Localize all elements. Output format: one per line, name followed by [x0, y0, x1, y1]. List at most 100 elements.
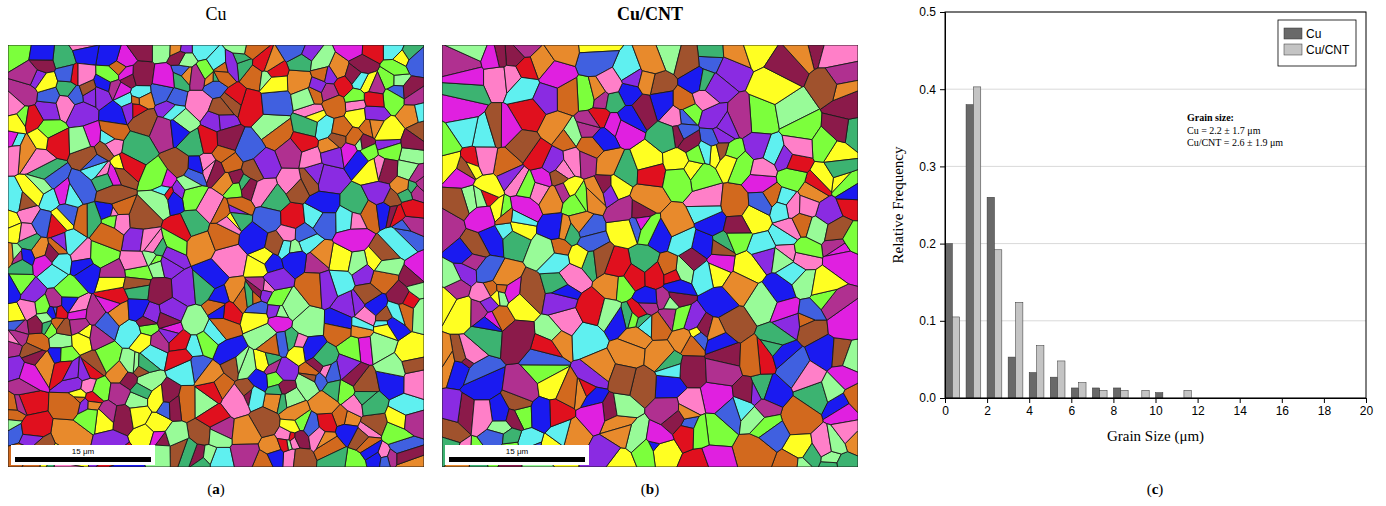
grain [351, 158, 378, 185]
grain [783, 45, 814, 74]
bar [945, 244, 952, 398]
x-tick-mark [1029, 398, 1030, 403]
grain [506, 409, 524, 431]
grain [563, 147, 581, 177]
grain [513, 45, 542, 57]
grain [62, 297, 79, 313]
figure: Cu15 μm(a)Cu/CNT15 μm(b)0.00.10.20.30.40… [0, 0, 1386, 506]
x-tick-mark [945, 398, 946, 403]
grain [402, 357, 424, 374]
grain [598, 298, 622, 331]
bar [1142, 390, 1149, 398]
grain [387, 301, 405, 325]
bar [966, 105, 973, 398]
grain [332, 45, 362, 61]
grain [168, 192, 184, 216]
grain [800, 195, 820, 217]
bar [1113, 388, 1120, 398]
grain [294, 273, 322, 309]
grain [265, 384, 282, 394]
grain [305, 358, 323, 373]
grain [21, 248, 35, 265]
grain [531, 396, 550, 433]
x-tick: 12 [1191, 398, 1205, 418]
x-tick: 14 [1234, 398, 1248, 418]
grain [313, 213, 336, 240]
grain [94, 277, 125, 292]
grid-line [945, 320, 1366, 321]
bar [987, 197, 994, 398]
grain [298, 373, 316, 382]
grain [122, 103, 133, 125]
grain [444, 45, 487, 61]
grain [322, 380, 340, 402]
grain [353, 283, 382, 304]
grain [707, 317, 725, 341]
grain [672, 426, 693, 454]
x-tick-mark [1071, 398, 1072, 403]
grain [124, 285, 149, 300]
scale-bar-background [11, 445, 155, 465]
grain [579, 378, 597, 396]
grain [326, 361, 341, 383]
grain [404, 370, 424, 400]
panel-label: (b) [641, 481, 659, 498]
grain [68, 168, 96, 204]
grain [95, 296, 121, 313]
annotation: Grain size:Cu = 2.2 ± 1.7 μmCu/CNT = 2.6… [1187, 112, 1283, 148]
x-tick-label: 20 [1360, 404, 1374, 418]
x-tick: 10 [1149, 398, 1163, 418]
grain [263, 268, 295, 290]
bar [1037, 346, 1044, 398]
grain [159, 328, 179, 343]
grain [290, 132, 318, 152]
bar [952, 317, 959, 398]
grain [631, 439, 655, 467]
grain [332, 229, 376, 252]
grain [133, 104, 148, 118]
y-axis-line [940, 13, 946, 399]
y-tick: 0.2 [919, 237, 945, 251]
histogram: 0.00.10.20.30.40.502468101214161820Grain… [890, 5, 1373, 498]
grain [89, 223, 123, 252]
scale-bar-line [449, 457, 585, 462]
grain [373, 353, 406, 377]
grain [678, 404, 700, 419]
grain [190, 458, 211, 467]
grain [346, 127, 363, 145]
grain [323, 323, 351, 346]
grain [214, 71, 237, 87]
grain [207, 160, 225, 188]
grain [164, 349, 192, 371]
grain [511, 210, 538, 227]
x-tick-label: 0 [942, 404, 949, 418]
grain [354, 392, 378, 406]
grain [645, 398, 679, 425]
x-tick-label: 18 [1318, 404, 1332, 418]
x-axis: 02468101214161820 [942, 398, 1373, 418]
grain [94, 141, 114, 161]
grain [216, 217, 241, 235]
grain [593, 127, 621, 150]
y-tick-label: 0.0 [919, 391, 936, 405]
y-tick-mark [940, 12, 945, 13]
grain [336, 205, 352, 233]
grain [662, 169, 692, 203]
bar [1029, 373, 1036, 398]
grain [715, 398, 741, 435]
grain [137, 190, 170, 220]
grain [209, 429, 232, 447]
grain [29, 45, 55, 60]
grain [702, 445, 738, 467]
grain [71, 333, 92, 355]
grain [739, 406, 764, 434]
grain [536, 253, 569, 274]
grain [277, 394, 287, 414]
grain [253, 291, 262, 304]
grain [516, 57, 539, 80]
grain [132, 96, 140, 105]
grain [286, 347, 305, 367]
x-tick-mark [1113, 398, 1114, 403]
x-axis-line [946, 399, 1367, 404]
grain [409, 163, 424, 182]
